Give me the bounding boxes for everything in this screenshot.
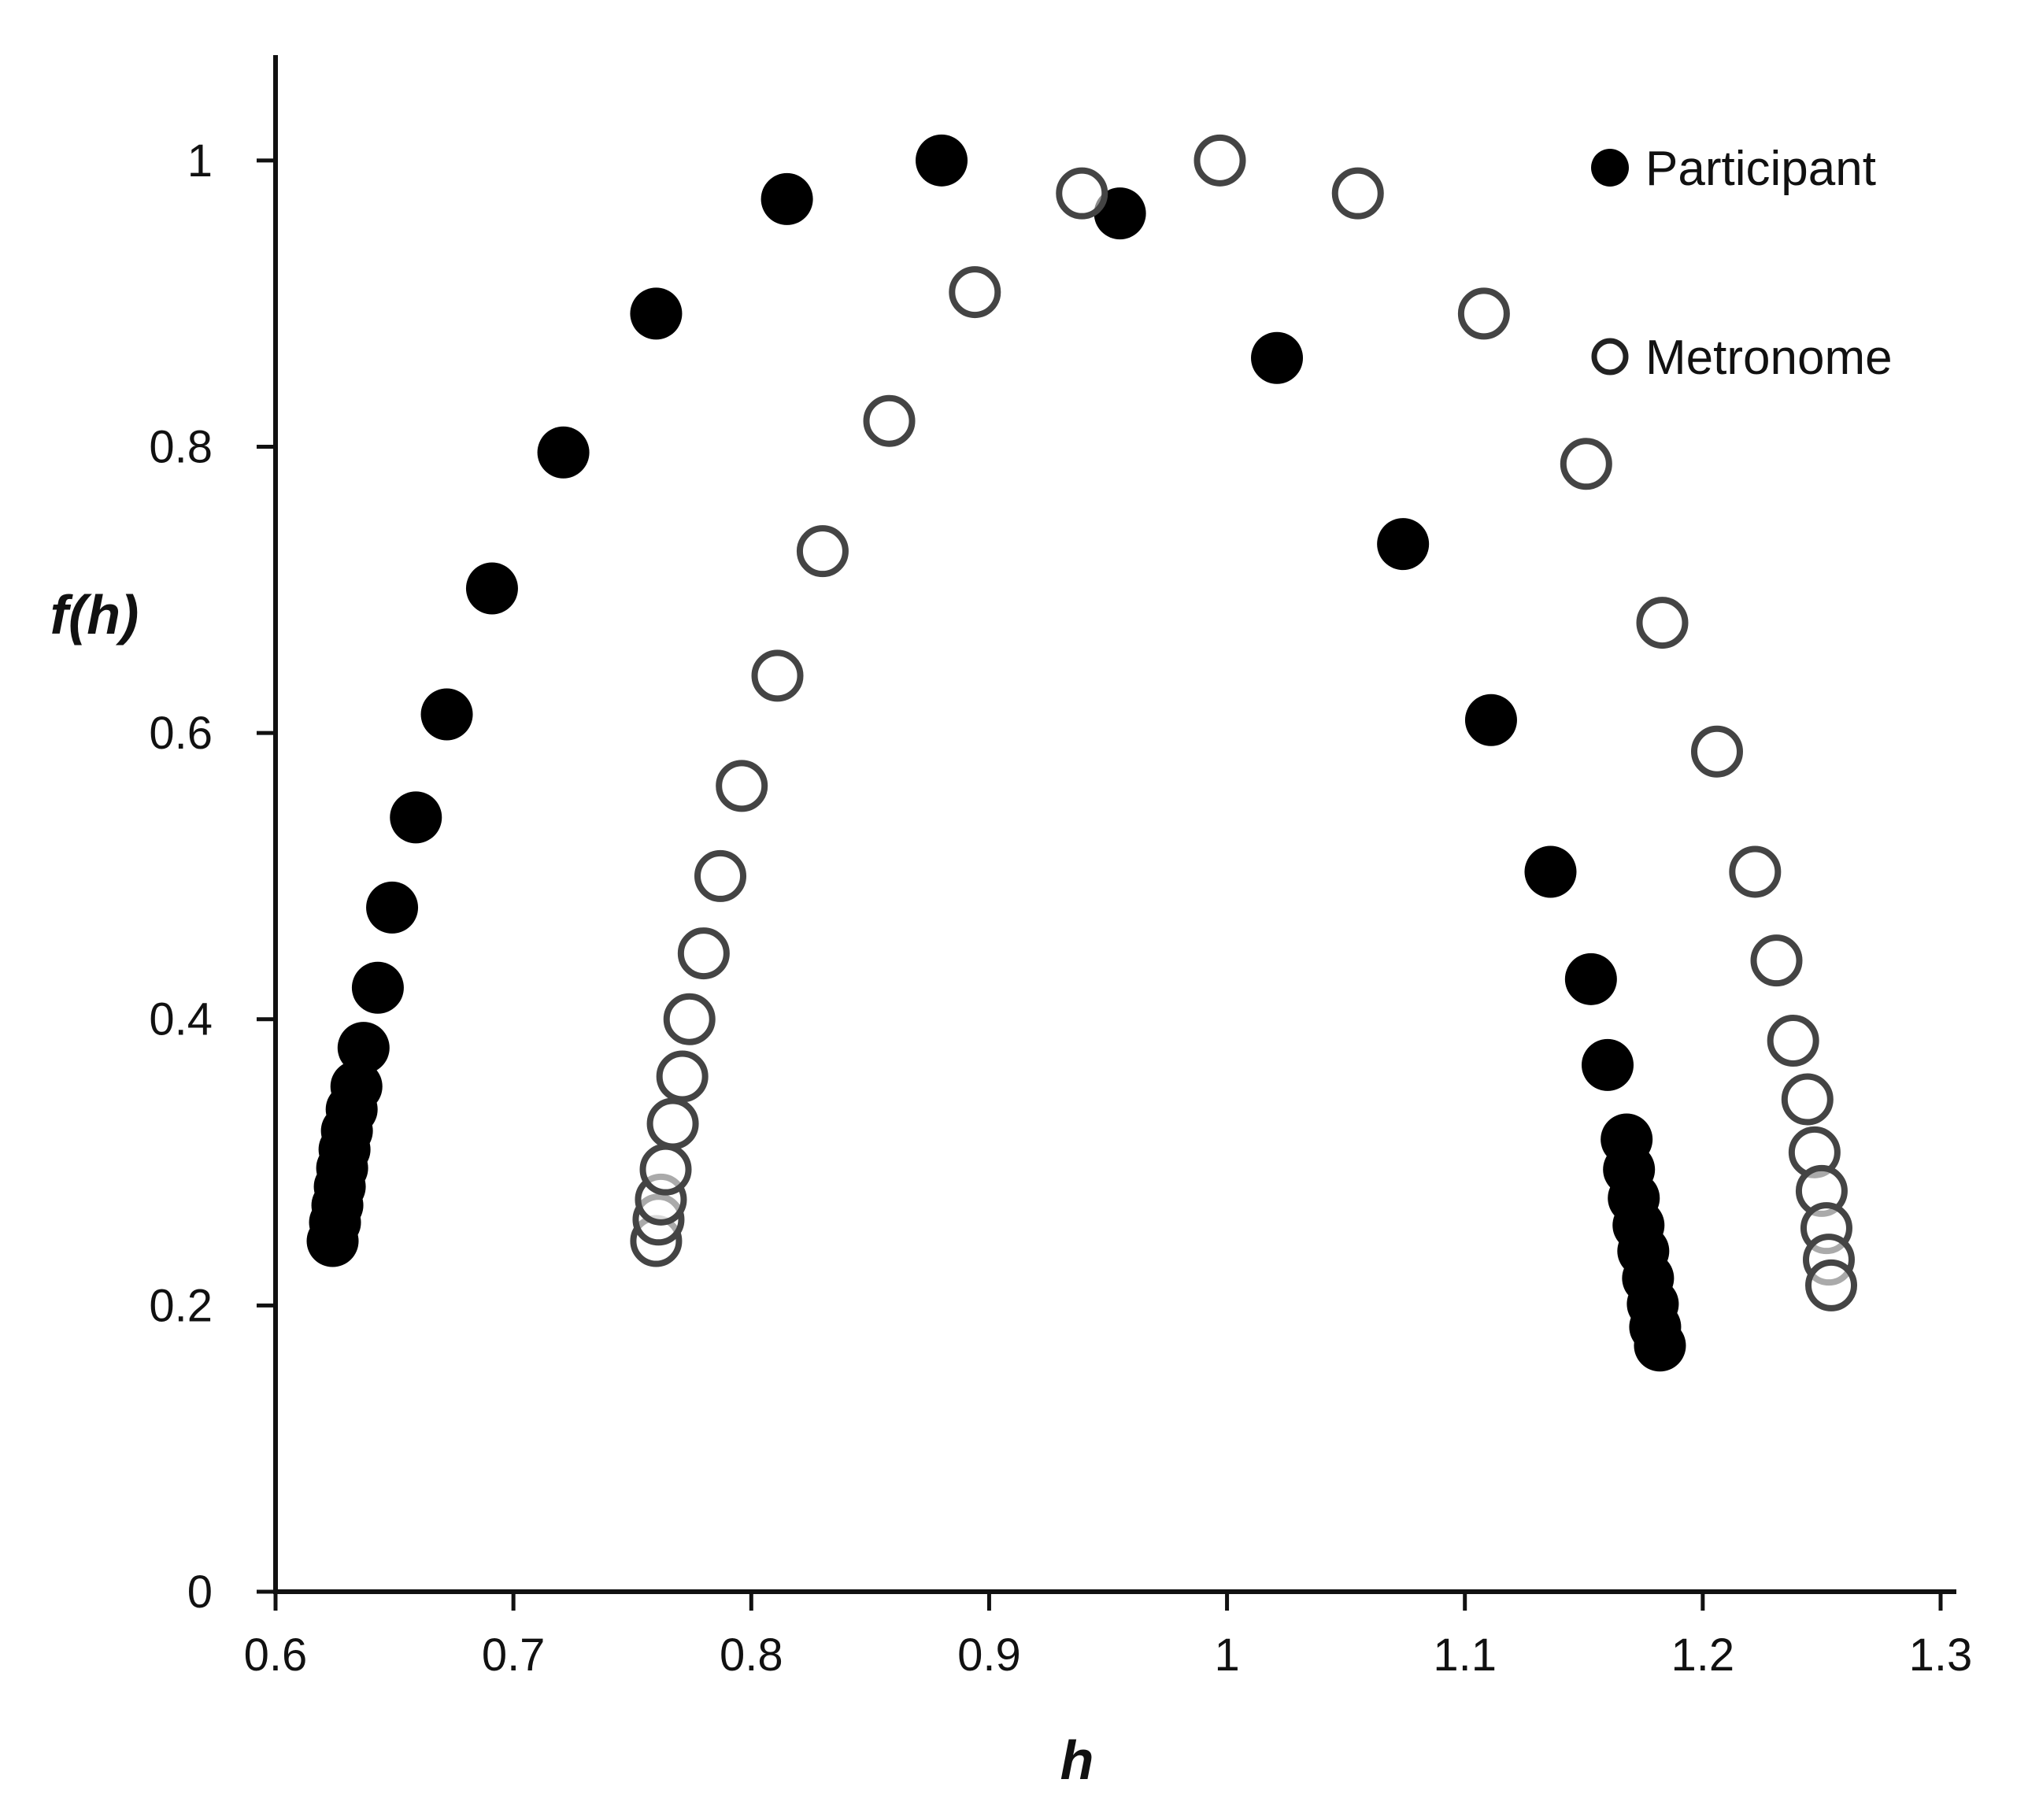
metronome-point (646, 1097, 699, 1150)
metronome-point (1457, 287, 1510, 340)
metronome-point (949, 266, 1001, 319)
participant-point (1464, 694, 1517, 746)
y-tick-label: 0 (187, 1567, 213, 1618)
x-axis-ticks: 0.6 0.7 0.8 0.9 1 1.1 1.2 1.3 (244, 1592, 1973, 1681)
x-tick-label: 1.3 (1909, 1629, 1973, 1681)
participant-point (420, 688, 473, 741)
metronome-point (639, 1143, 692, 1196)
participant-point (1251, 331, 1304, 384)
x-axis-title: h (1060, 1729, 1094, 1791)
x-tick-label: 0.8 (720, 1629, 783, 1681)
metronome-point (863, 394, 916, 447)
metronome-point (1560, 438, 1612, 490)
legend-participant-label: Participant (1645, 142, 1876, 196)
legend-metronome-label: Metronome (1645, 331, 1893, 385)
participant-point (1634, 1319, 1686, 1372)
participant-point (916, 134, 968, 187)
y-axis-title: f(h) (50, 584, 139, 646)
metronome-point (796, 525, 849, 578)
x-tick-label: 0.7 (482, 1629, 546, 1681)
metronome-point (677, 927, 730, 980)
metronome-point (1636, 597, 1689, 649)
data-points (306, 134, 1858, 1372)
participant-point (1582, 1038, 1634, 1091)
participant-point (390, 791, 442, 844)
metronome-point (1781, 1073, 1834, 1126)
participant-point (760, 172, 813, 225)
y-tick-label: 0.2 (149, 1280, 213, 1331)
metronome-point (1767, 1015, 1819, 1067)
metronome-point (656, 1050, 709, 1103)
participant-point (465, 562, 518, 615)
metronome-point (751, 649, 804, 702)
series-participant (306, 134, 1686, 1372)
metronome-point (1750, 934, 1803, 987)
series-metronome (630, 134, 1858, 1311)
participant-point (330, 1060, 383, 1113)
participant-point (537, 426, 590, 479)
metronome-point (663, 993, 716, 1045)
participant-point (1377, 518, 1430, 571)
y-tick-label: 0.6 (149, 708, 213, 759)
participant-point (366, 881, 419, 934)
metronome-point (1193, 134, 1246, 187)
legend-metronome-marker (1591, 338, 1629, 375)
x-tick-label: 1.2 (1671, 1629, 1735, 1681)
x-tick-label: 0.9 (957, 1629, 1021, 1681)
participant-point (1094, 187, 1146, 240)
legend-participant-marker (1591, 149, 1629, 187)
x-tick-label: 1.1 (1433, 1629, 1497, 1681)
participant-point (337, 1022, 390, 1075)
participant-point (630, 287, 683, 340)
y-axis-ticks: 0 0.2 0.4 0.6 0.8 1 (149, 135, 276, 1618)
y-tick-label: 1 (187, 135, 213, 187)
metronome-point (1331, 167, 1384, 220)
x-tick-label: 1 (1214, 1629, 1239, 1681)
metronome-point (1690, 725, 1743, 778)
legend: Participant Metronome (1591, 142, 1893, 385)
y-tick-label: 0.8 (149, 421, 213, 472)
x-tick-label: 0.6 (244, 1629, 308, 1681)
metronome-point (1056, 167, 1108, 220)
participant-point (351, 961, 404, 1014)
participant-point (1564, 953, 1617, 1005)
metronome-point (1729, 845, 1782, 898)
metronome-point (716, 760, 768, 812)
metronome-point (694, 849, 747, 902)
metronome-point (1805, 1259, 1858, 1311)
y-tick-label: 0.4 (149, 994, 213, 1045)
participant-point (1524, 845, 1577, 898)
